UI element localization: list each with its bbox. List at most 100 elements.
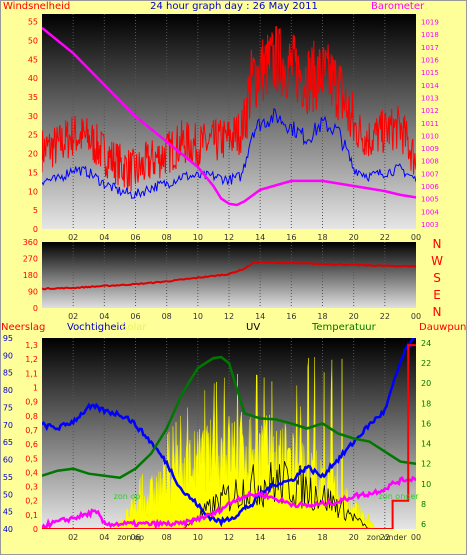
x-tick-label: 04 [99, 233, 109, 242]
humidity-tick-label: 85 [3, 369, 13, 378]
direction-tick-label: 270 [23, 255, 38, 264]
temperature-tick-label: 6 [421, 520, 426, 529]
wind-tick-label: 55 [28, 18, 38, 27]
barometer-tick-label: 1013 [421, 94, 439, 102]
barometer-tick-label: 1003 [421, 221, 439, 229]
temperature-tick-label: 12 [421, 460, 431, 469]
barometer-tick-label: 1014 [421, 82, 439, 90]
dewpoint-axis-label: Dauwpunt [419, 322, 467, 333]
wind-tick-label: 25 [28, 131, 38, 140]
barometer-tick-label: 1018 [421, 31, 439, 39]
temperature-tick-label: 22 [421, 359, 431, 368]
x-tick-label: 02 [68, 533, 78, 542]
compass-letter: N [433, 305, 442, 319]
x-tick-label: 08 [162, 533, 172, 542]
x-tick-label: 20 [349, 312, 359, 321]
direction-tick-label: 180 [23, 271, 38, 280]
barometer-tick-label: 1011 [421, 120, 439, 128]
x-tick-label: 10 [193, 233, 203, 242]
compass-letter: W [431, 254, 443, 268]
barometer-tick-label: 1005 [421, 196, 439, 204]
x-tick-label: 18 [317, 533, 327, 542]
humidity-tick-label: 45 [3, 508, 13, 517]
wind-tick-label: 15 [28, 168, 38, 177]
humidity-tick-label: 50 [3, 490, 13, 499]
humidity-line [42, 338, 416, 528]
rain-tick-label: 1,2 [25, 355, 38, 364]
x-tick-label: 14 [255, 533, 265, 542]
rain-tick-label: 0,2 [25, 497, 38, 506]
barometer-tick-label: 1012 [421, 107, 439, 115]
rain-tick-label: 1,3 [25, 341, 38, 350]
x-tick-label: 12 [224, 533, 234, 542]
x-tick-label: 18 [317, 233, 327, 242]
dewpoint-line [42, 475, 416, 529]
x-tick-label: 06 [130, 533, 140, 542]
x-tick-label: 06 [130, 233, 140, 242]
temperature-tick-label: 20 [421, 379, 431, 388]
compass-letter: N [433, 237, 442, 251]
rain-tick-label: 0,7 [25, 426, 38, 435]
wind-tick-label: 30 [28, 112, 38, 121]
humidity-tick-label: 75 [3, 403, 13, 412]
temperature-tick-label: 24 [421, 339, 431, 348]
x-tick-label: 00 [411, 233, 421, 242]
humidity-tick-label: 55 [3, 473, 13, 482]
temperature-tick-label: 8 [421, 500, 426, 509]
wind-average-line [42, 107, 416, 199]
uv-line [182, 460, 370, 529]
barometer-tick-label: 1008 [421, 158, 439, 166]
wind-series-group [42, 25, 416, 207]
solar-axis-label: Solar [121, 322, 147, 333]
wind-tick-label: 5 [33, 206, 38, 215]
x-tick-label: 16 [286, 233, 296, 242]
wind-tick-label: 0 [33, 225, 38, 234]
sunrise-axis-label: zon op [117, 533, 144, 542]
x-tick-label: 14 [255, 233, 265, 242]
barometer-tick-label: 1016 [421, 57, 439, 65]
wind-tick-label: 45 [28, 55, 38, 64]
barometer-tick-label: 1015 [421, 69, 439, 77]
x-tick-label: 22 [380, 233, 390, 242]
x-tick-label: 22 [380, 312, 390, 321]
humidity-tick-label: 70 [3, 421, 13, 430]
x-tick-label: 02 [68, 233, 78, 242]
barometer-tick-label: 1006 [421, 183, 439, 191]
sunset-axis-label: zon onder [367, 533, 408, 542]
x-tick-label: 04 [99, 533, 109, 542]
x-tick-label: 10 [193, 533, 203, 542]
temperature-tick-label: 16 [421, 419, 431, 428]
x-tick-label: 08 [162, 312, 172, 321]
rain-tick-label: 0,3 [25, 483, 38, 492]
rain-axis-label: Neerslag [1, 322, 45, 333]
chart-title: 24 hour graph day : 26 May 2011 [150, 1, 318, 12]
x-tick-label: 12 [224, 233, 234, 242]
direction-series-group [42, 260, 416, 291]
temperature-tick-label: 14 [421, 440, 431, 449]
rain-tick-label: 0,4 [25, 468, 38, 477]
wind-tick-label: 35 [28, 93, 38, 102]
x-tick-label: 18 [317, 312, 327, 321]
barometer-tick-label: 1007 [421, 170, 439, 178]
x-tick-label: 10 [193, 312, 203, 321]
humidity-tick-label: 80 [3, 386, 13, 395]
temperature-tick-label: 10 [421, 480, 431, 489]
wind-axis-label: Windsnelheid [3, 1, 70, 12]
x-tick-label: 12 [224, 312, 234, 321]
humidity-tick-label: 95 [3, 334, 13, 343]
wind-tick-label: 40 [28, 74, 38, 83]
x-tick-label: 14 [255, 312, 265, 321]
wind-tick-label: 50 [28, 36, 38, 45]
wind-panel-background [42, 14, 416, 229]
barometer-tick-label: 1004 [421, 208, 439, 216]
x-tick-label: 16 [286, 312, 296, 321]
compass-letter: S [433, 271, 441, 285]
wind-speed-line [42, 25, 416, 192]
temperature-tick-label: 18 [421, 399, 431, 408]
direction-tick-label: 0 [33, 304, 38, 313]
direction-tick-label: 360 [23, 238, 38, 247]
x-tick-label: 00 [411, 533, 421, 542]
x-tick-label: 22 [380, 533, 390, 542]
x-tick-label: 20 [349, 533, 359, 542]
